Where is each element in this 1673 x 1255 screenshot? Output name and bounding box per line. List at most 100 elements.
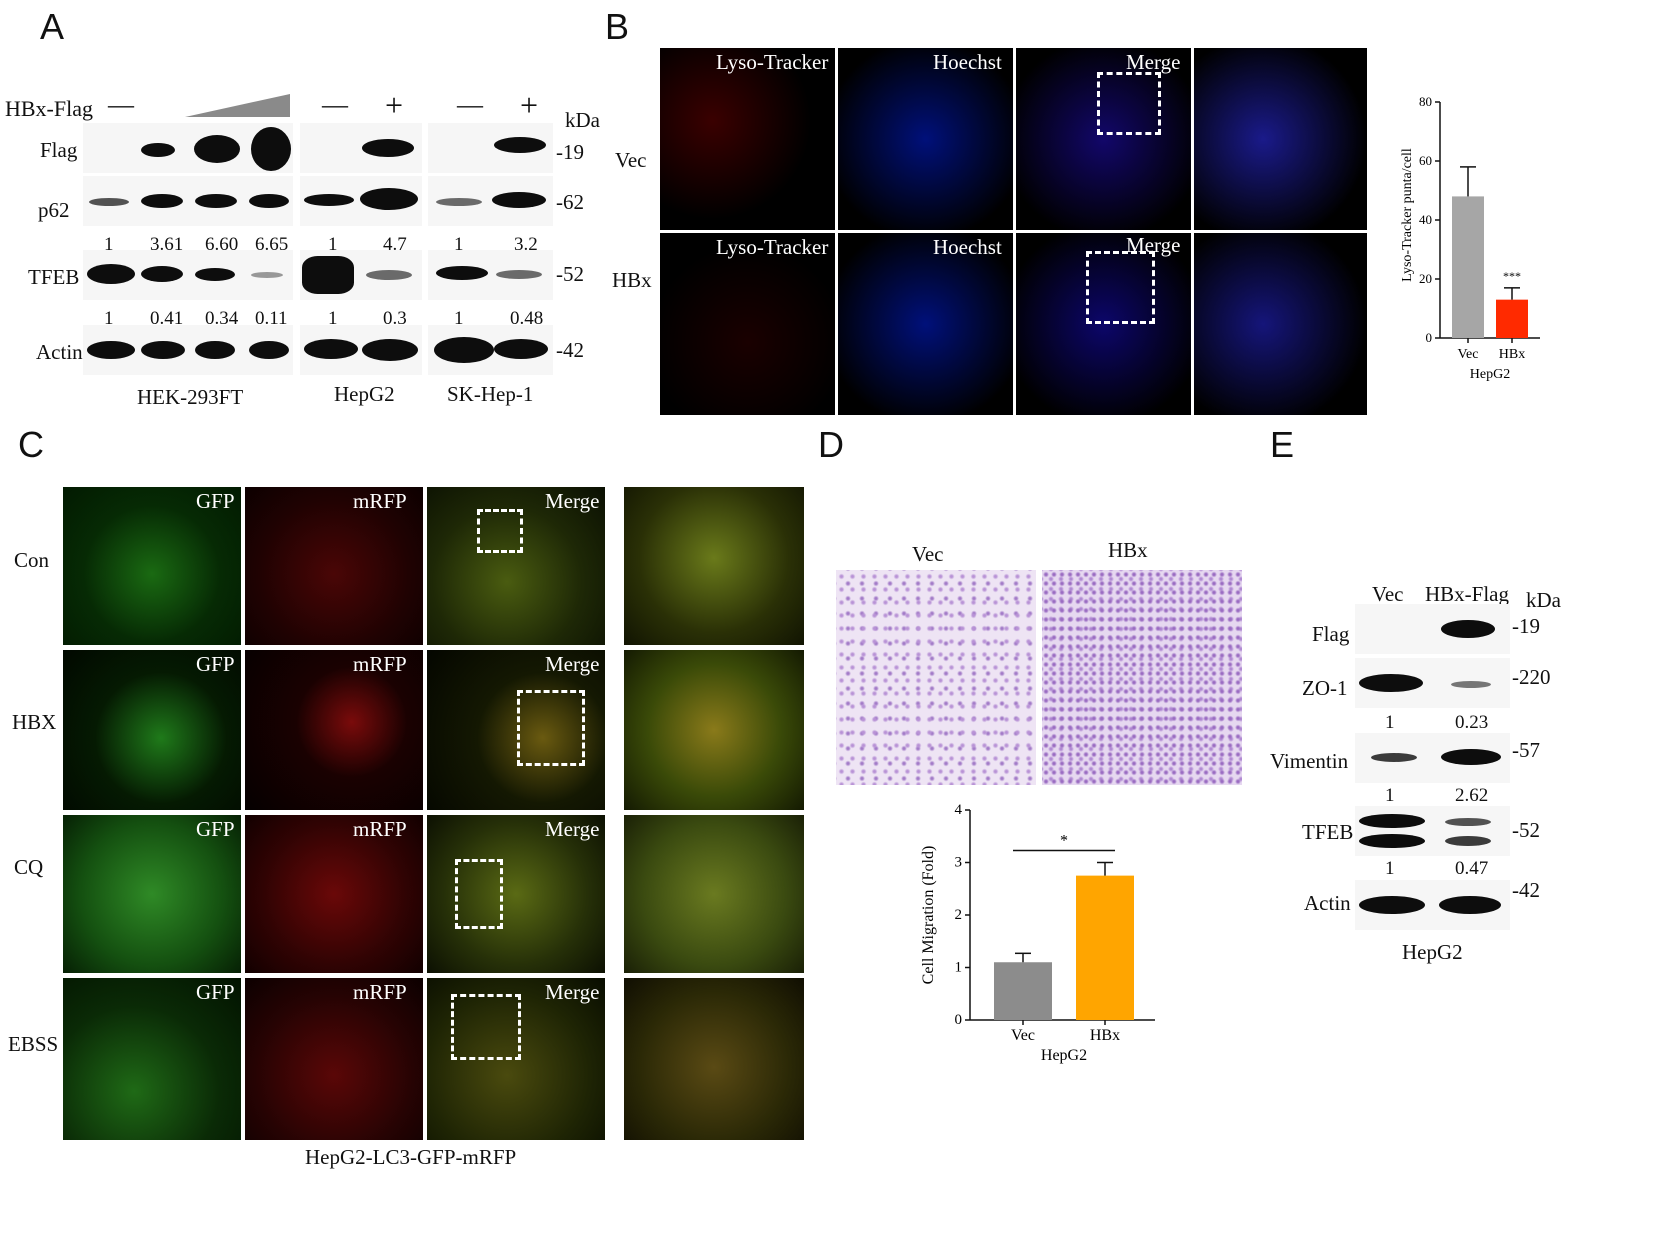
y-tick-label: 60	[1419, 153, 1432, 168]
cell-line-skhep1: SK-Hep-1	[447, 382, 534, 406]
x-tick-label: HBx	[1499, 347, 1525, 362]
row-label-tfeb: TFEB	[1302, 820, 1354, 844]
marker-62: -62	[556, 190, 584, 214]
kda-label: kDa	[565, 108, 600, 132]
plus-sign: +	[520, 87, 539, 123]
p62-value: 1	[104, 234, 114, 255]
row-label-tfeb: TFEB	[28, 265, 80, 289]
row-label-hbx: HBx	[612, 268, 652, 292]
row-label-zo1: ZO-1	[1302, 676, 1348, 700]
blot-tfeb-e	[1355, 806, 1510, 856]
marker-52: -52	[556, 262, 584, 286]
row-label-cq: CQ	[14, 855, 44, 879]
marker-57: -57	[1512, 738, 1540, 762]
gfp-image-cq: GFP	[63, 815, 241, 973]
y-axis-label: Cell Migration (Fold)	[920, 846, 937, 985]
column-label-vec: Vec	[912, 542, 944, 566]
x-tick-label: Vec	[1458, 347, 1479, 362]
panel-c-letter: C	[18, 424, 44, 465]
blot-p62-hepg2	[300, 176, 422, 226]
panel-d-letter: D	[818, 424, 844, 465]
zoom-image-cq	[624, 815, 804, 973]
zoom-image-hbx	[1194, 233, 1367, 415]
tfeb-value: 0.34	[205, 308, 239, 329]
blot-actin-skhep1	[428, 325, 553, 375]
significance-annotation: ***	[1503, 269, 1521, 283]
row-label-ebss: EBSS	[8, 1032, 59, 1056]
row-label-vimentin: Vimentin	[1270, 749, 1349, 773]
tfeb-value: 1	[328, 308, 338, 329]
minus-sign: —	[322, 90, 348, 119]
y-tick-label: 3	[955, 855, 963, 871]
p62-value: 6.60	[205, 234, 239, 255]
tfeb-value: 0.47	[1455, 858, 1489, 879]
y-tick-label: 20	[1419, 271, 1432, 286]
transwell-image-vec	[836, 570, 1036, 785]
minus-sign: —	[108, 90, 134, 119]
column-label-hbx: HBx	[1108, 538, 1148, 562]
blot-flag-skhep1	[428, 123, 553, 173]
p62-value: 3.2	[514, 234, 538, 255]
bar-vec	[994, 962, 1052, 1020]
hbx-flag-label: HBx-Flag	[5, 96, 93, 121]
panel-a-letter: A	[40, 6, 65, 47]
p62-value: 4.7	[383, 234, 407, 255]
p62-value: 3.61	[150, 234, 184, 255]
blot-vimentin-e	[1355, 733, 1510, 783]
zoom-image-hbx	[624, 650, 804, 810]
gfp-image-ebss: GFP	[63, 978, 241, 1140]
x-tick-label: HBx	[1090, 1027, 1120, 1044]
zoom-image-vec	[1194, 48, 1367, 230]
marker-42: -42	[1512, 878, 1540, 902]
minus-sign: —	[457, 90, 483, 119]
mrfp-image-hbx: mRFP	[245, 650, 423, 810]
y-tick-label: 0	[1426, 330, 1433, 345]
blot-tfeb-hek	[83, 250, 293, 300]
panel-e-letter: E	[1270, 424, 1295, 465]
p62-value: 1	[454, 234, 464, 255]
panel-c-caption: HepG2-LC3-GFP-mRFP	[305, 1145, 517, 1169]
row-label-vec: Vec	[615, 148, 647, 172]
vimentin-value: 1	[1385, 785, 1395, 806]
marker-19: -19	[556, 140, 584, 164]
marker-42: -42	[556, 338, 584, 362]
gfp-image-con: GFP	[63, 487, 241, 645]
row-label-p62: p62	[38, 198, 70, 222]
blot-zo1-e	[1355, 658, 1510, 708]
significance-annotation: *	[1060, 833, 1068, 850]
y-tick-label: 4	[955, 802, 963, 818]
mrfp-image-con: mRFP	[245, 487, 423, 645]
tfeb-value: 1	[1385, 858, 1395, 879]
blot-flag-hepg2	[300, 123, 422, 173]
merge-image-hbx: Merge	[1016, 233, 1191, 415]
blot-flag-e	[1355, 604, 1510, 654]
column-label-hbx-flag: HBx-Flag	[1425, 582, 1509, 606]
blot-actin-hepg2	[300, 325, 422, 375]
zoom-image-con	[624, 487, 804, 645]
y-tick-label: 1	[955, 960, 963, 976]
blot-flag-hek	[83, 123, 293, 173]
gradient-triangle-icon	[185, 94, 290, 117]
cell-line-hepg2: HepG2	[1402, 940, 1463, 964]
row-label-actin: Actin	[1304, 891, 1351, 915]
hoechst-image-hbx: Hoechst	[838, 233, 1013, 415]
transwell-image-hbx	[1042, 570, 1242, 785]
p62-value: 1	[328, 234, 338, 255]
zo1-value: 1	[1385, 712, 1395, 733]
x-tick-label: Vec	[1011, 1027, 1035, 1044]
marker-220: -220	[1512, 665, 1551, 689]
merge-image-hbx: Merge	[427, 650, 605, 810]
merge-image-con: Merge	[427, 487, 605, 645]
marker-19: -19	[1512, 614, 1540, 638]
cell-line-hek293ft: HEK-293FT	[137, 385, 244, 409]
zoom-image-ebss	[624, 978, 804, 1140]
bar-hbx	[1076, 875, 1134, 1020]
row-label-hbx: HBX	[12, 710, 57, 734]
merge-image-cq: Merge	[427, 815, 605, 973]
column-label-vec: Vec	[1372, 582, 1404, 606]
hoechst-image-vec: Hoechst	[838, 48, 1013, 230]
blot-actin-hek	[83, 325, 293, 375]
y-tick-label: 0	[955, 1012, 963, 1028]
marker-52: -52	[1512, 818, 1540, 842]
